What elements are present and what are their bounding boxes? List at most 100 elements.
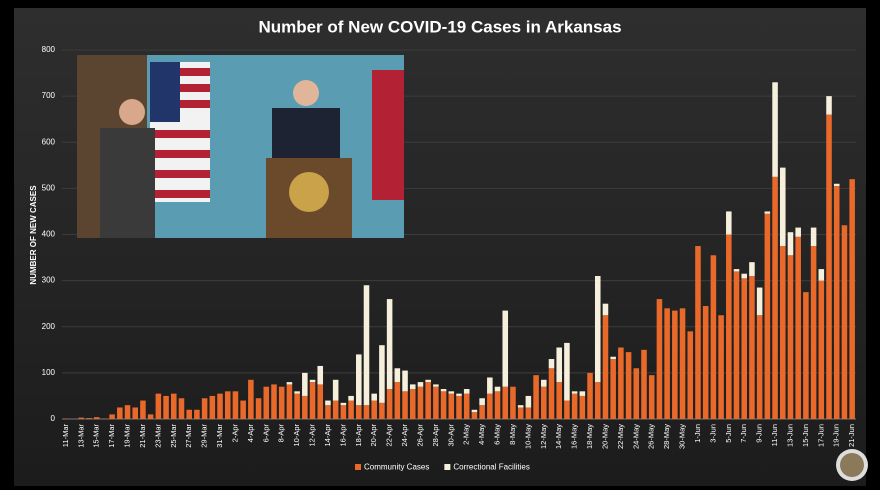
bar-segment	[78, 417, 85, 419]
bar-segment	[240, 400, 246, 419]
bar-segment	[494, 386, 501, 392]
y-tick-label: 400	[42, 230, 56, 239]
bar-segment	[625, 352, 632, 419]
bar-segment	[178, 398, 185, 419]
x-tick-label: 1-Jun	[693, 424, 702, 443]
bar-segment	[309, 382, 316, 419]
bar-segment	[371, 400, 377, 419]
bar-segment	[425, 379, 431, 383]
logo	[836, 449, 868, 481]
bar-segment	[756, 315, 763, 419]
x-tick-label: 31-Mar	[215, 424, 224, 448]
bar-segment	[409, 384, 416, 390]
bar-segment	[348, 395, 354, 401]
video-inset	[77, 55, 404, 238]
x-tick-label: 26-May	[647, 424, 656, 449]
bar-segment	[602, 315, 609, 419]
bar-segment	[255, 398, 262, 419]
x-tick-label: 6-May	[493, 424, 502, 445]
bar-segment	[286, 384, 293, 419]
bar-segment	[340, 402, 347, 406]
bar-segment	[140, 400, 146, 419]
bar-segment	[363, 285, 370, 406]
bar-segment	[340, 405, 347, 419]
bar-segment	[471, 412, 478, 419]
bar-segment	[779, 246, 786, 419]
y-tick-label: 0	[51, 414, 56, 423]
bar-segment	[147, 414, 154, 419]
bar-segment	[286, 382, 293, 385]
bar-segment	[541, 386, 547, 419]
bar-segment	[248, 379, 254, 419]
x-tick-label: 4-May	[477, 424, 486, 445]
x-tick-label: 18-May	[585, 424, 594, 449]
bar-segment	[93, 417, 100, 419]
bar-segment	[456, 393, 462, 396]
x-tick-label: 25-Mar	[169, 424, 178, 448]
x-tick-label: 19-Mar	[123, 424, 132, 448]
x-tick-label: 7-Jun	[739, 424, 748, 443]
x-tick-label: 13-Jun	[785, 424, 794, 447]
bar-segment	[386, 389, 393, 419]
bar-segment	[548, 359, 555, 369]
bar-segment	[271, 384, 277, 419]
bar-segment	[571, 391, 578, 394]
bar-segment	[302, 395, 308, 419]
bar-segment	[764, 211, 771, 214]
x-tick-label: 20-Apr	[369, 424, 378, 447]
y-tick-label: 500	[42, 183, 56, 192]
bar-segment	[587, 372, 593, 419]
bar-segment	[132, 407, 139, 419]
bar-segment	[749, 276, 755, 419]
x-tick-label: 13-Mar	[76, 424, 85, 448]
x-tick-label: 24-May	[631, 424, 640, 449]
x-tick-label: 22-Apr	[385, 424, 394, 447]
bar-segment	[124, 405, 131, 419]
y-tick-label: 800	[42, 45, 56, 54]
bar-segment	[679, 308, 686, 419]
x-tick-label: 9-Jun	[755, 424, 764, 443]
bar-segment	[409, 389, 416, 419]
x-tick-label: 17-Mar	[107, 424, 116, 448]
bar-segment	[86, 418, 92, 419]
bar-segment	[463, 389, 470, 394]
x-tick-label: 17-Jun	[816, 424, 825, 447]
bar-segment	[525, 407, 532, 419]
x-tick-label: 24-Apr	[400, 424, 409, 447]
bar-segment	[803, 292, 809, 419]
bar-segment	[379, 402, 385, 419]
bar-segment	[232, 391, 239, 419]
bar-segment	[795, 227, 801, 237]
bar-segment	[787, 255, 794, 419]
bar-segment	[494, 391, 501, 419]
x-tick-label: 21-Mar	[138, 424, 147, 448]
bar-segment	[641, 349, 647, 419]
bar-segment	[772, 176, 778, 419]
bar-segment	[278, 386, 285, 419]
bar-segment	[648, 375, 655, 419]
bar-segment	[471, 409, 478, 413]
bar-segment	[201, 398, 208, 419]
y-axis-label: NUMBER OF NEW CASES	[29, 185, 38, 285]
bar-segment	[818, 280, 825, 419]
x-tick-label: 20-May	[600, 424, 609, 449]
bar-segment	[332, 379, 339, 401]
x-tick-label: 6-Apr	[261, 424, 270, 443]
bar-segment	[425, 382, 431, 419]
bar-segment	[833, 186, 840, 419]
chart-title: Number of New COVID-19 Cases in Arkansas	[258, 17, 621, 36]
x-tick-label: 19-Jun	[832, 424, 841, 447]
bar-segment	[749, 262, 755, 277]
x-tick-label: 3-Jun	[708, 424, 717, 443]
bar-segment	[548, 368, 555, 419]
bar-segment	[163, 395, 169, 419]
bar-segment	[833, 183, 840, 187]
x-tick-label: 11-Jun	[770, 424, 779, 446]
x-tick-label: 14-Apr	[323, 424, 332, 447]
bar-segment	[440, 389, 447, 392]
x-tick-label: 30-May	[678, 424, 687, 449]
x-tick-label: 28-Apr	[431, 424, 440, 447]
bar-segment	[726, 211, 732, 235]
bar-segment	[756, 287, 763, 316]
